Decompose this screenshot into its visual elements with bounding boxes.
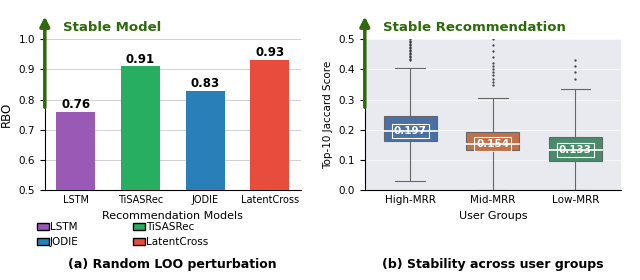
- Text: (a) Random LOO perturbation: (a) Random LOO perturbation: [68, 258, 277, 270]
- Text: Stable Model: Stable Model: [63, 21, 161, 34]
- Bar: [384, 116, 436, 141]
- Text: JODIE: JODIE: [50, 237, 79, 247]
- X-axis label: User Groups: User Groups: [458, 211, 527, 221]
- Bar: [467, 132, 519, 150]
- Bar: [250, 60, 289, 280]
- Text: 0.154: 0.154: [476, 139, 509, 149]
- Y-axis label: Top-10 Jaccard Score: Top-10 Jaccard Score: [323, 61, 333, 169]
- Bar: [56, 112, 95, 280]
- Text: 0.83: 0.83: [191, 77, 220, 90]
- Y-axis label: RBO: RBO: [0, 102, 13, 127]
- Bar: [121, 66, 160, 280]
- Text: LatentCross: LatentCross: [146, 237, 208, 247]
- Text: 0.93: 0.93: [255, 46, 284, 59]
- Text: Stable Recommendation: Stable Recommendation: [383, 21, 566, 34]
- Bar: [549, 137, 602, 161]
- X-axis label: Recommendation Models: Recommendation Models: [102, 211, 243, 221]
- Text: 0.133: 0.133: [559, 145, 592, 155]
- Text: 0.76: 0.76: [61, 98, 90, 111]
- Text: 0.197: 0.197: [394, 126, 427, 136]
- Text: LSTM: LSTM: [50, 222, 77, 232]
- Bar: [186, 91, 225, 280]
- Text: 0.91: 0.91: [126, 53, 155, 66]
- Text: TiSASRec: TiSASRec: [146, 222, 194, 232]
- Text: (b) Stability across user groups: (b) Stability across user groups: [382, 258, 604, 270]
